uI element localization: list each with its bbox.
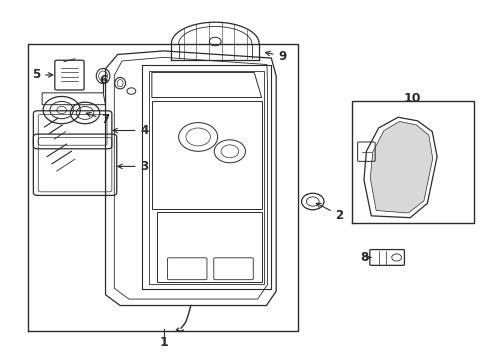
Text: 2: 2 (316, 203, 343, 222)
Text: 9: 9 (265, 50, 286, 63)
Text: 5: 5 (32, 68, 53, 81)
Polygon shape (369, 122, 432, 213)
Text: 8: 8 (359, 251, 370, 264)
Text: 7: 7 (86, 113, 109, 126)
Text: 1: 1 (160, 336, 168, 348)
Text: 3: 3 (118, 160, 148, 173)
Text: 10: 10 (403, 92, 421, 105)
Text: 4: 4 (113, 124, 148, 137)
Text: 6: 6 (99, 74, 107, 87)
